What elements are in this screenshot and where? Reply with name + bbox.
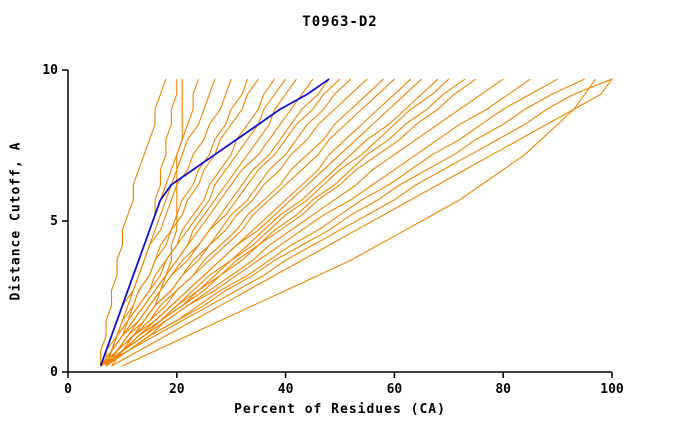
y-tick-label: 0 bbox=[50, 365, 58, 380]
series-line-model-31 bbox=[122, 78, 597, 367]
series-line-highlighted-model bbox=[99, 78, 330, 367]
series-line-model-01 bbox=[100, 78, 167, 366]
series-line-model-23 bbox=[105, 78, 466, 367]
series-line-model-14 bbox=[100, 78, 341, 367]
series-line-model-05 bbox=[105, 78, 216, 367]
x-tick-label: 40 bbox=[278, 382, 294, 397]
series-line-model-26 bbox=[100, 78, 531, 367]
series-line-model-06 bbox=[100, 78, 232, 367]
x-tick-label: 0 bbox=[64, 382, 72, 397]
series-line-model-24 bbox=[100, 78, 477, 367]
series-line-model-11 bbox=[105, 78, 297, 367]
series-line-model-12 bbox=[100, 78, 314, 367]
y-tick-label: 10 bbox=[42, 63, 58, 78]
series-line-model-17 bbox=[105, 78, 384, 367]
series-line-model-10 bbox=[100, 78, 287, 367]
chart-title: T0963-D2 bbox=[302, 14, 378, 30]
series-line-model-08 bbox=[100, 78, 259, 367]
series-line-model-15 bbox=[105, 78, 352, 367]
series-line-model-20 bbox=[100, 78, 422, 367]
x-tick-label: 100 bbox=[600, 382, 624, 397]
x-axis-title: Percent of Residues (CA) bbox=[234, 402, 446, 417]
series-line-model-25 bbox=[105, 78, 504, 367]
series-line-model-29 bbox=[105, 78, 613, 367]
series-line-model-21 bbox=[105, 78, 439, 367]
series-line-model-07 bbox=[105, 78, 249, 367]
series-line-model-16 bbox=[100, 78, 368, 367]
x-tick-label: 20 bbox=[169, 382, 185, 397]
x-tick-label: 60 bbox=[387, 382, 403, 397]
series-line-model-28 bbox=[100, 78, 586, 367]
series-line-model-18 bbox=[100, 78, 395, 367]
y-tick-label: 5 bbox=[50, 214, 58, 229]
series-line-model-30 bbox=[111, 78, 613, 367]
x-tick-label: 80 bbox=[495, 382, 511, 397]
